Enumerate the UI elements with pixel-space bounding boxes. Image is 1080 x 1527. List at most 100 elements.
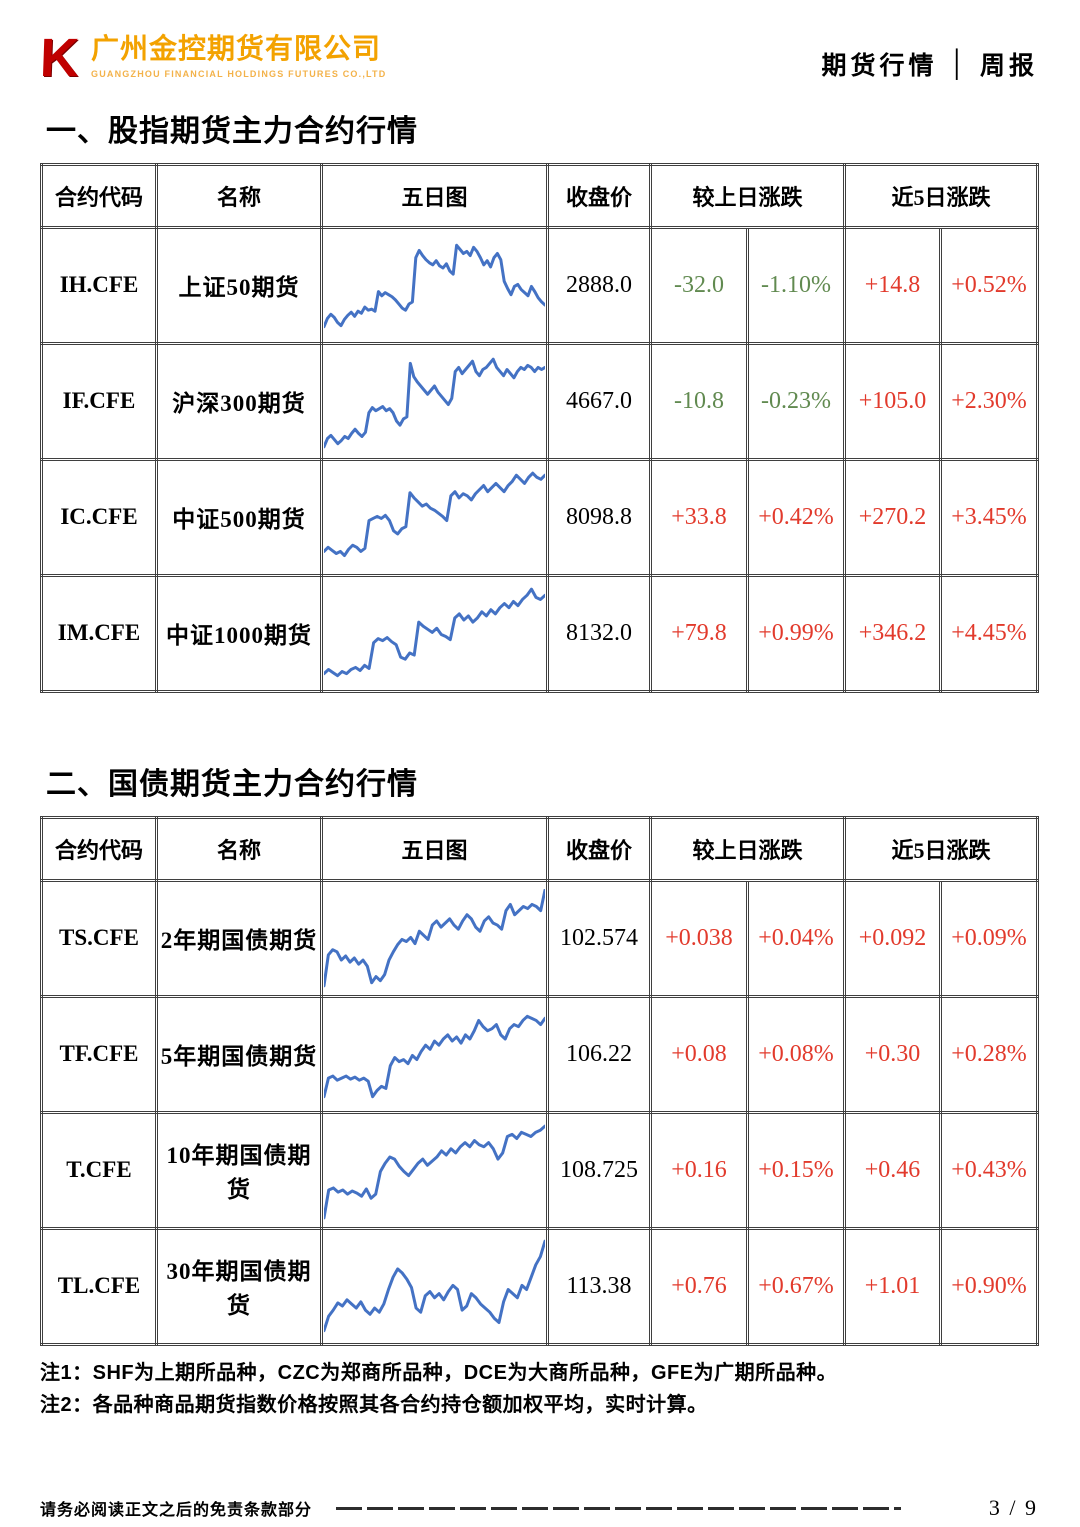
report-frequency: 周报 [979,53,1038,80]
five-day-change-pct: +0.43% [939,1110,1040,1230]
company-logo: K 广州金控期货有限公司 GUANGZHOU FINANCIAL HOLDING… [38,28,387,88]
table-row: T.CFE 10年期国债期货 108.725 +0.16 +0.15% +0.4… [40,1110,1040,1230]
five-day-change-value: +105.0 [843,341,943,461]
five-day-change-pct: +0.90% [939,1226,1040,1346]
sparkline-chart [324,468,545,571]
sparkline-chart [324,584,545,687]
table-row: TL.CFE 30年期国债期货 113.38 +0.76 +0.67% +1.0… [40,1226,1040,1346]
table-row: TS.CFE 2年期国债期货 102.574 +0.038 +0.04% +0.… [40,878,1040,998]
table-row: IM.CFE 中证1000期货 8132.0 +79.8 +0.99% +346… [40,573,1040,693]
five-day-change-pct: +4.45% [939,573,1040,693]
day-change-value: +0.08 [649,994,749,1114]
day-change-pct: -0.23% [745,341,847,461]
day-change-value: +79.8 [649,573,749,693]
contract-name: 2年期国债期货 [155,878,323,998]
footnote-1: 注1：SHF为上期所品种，CZC为郑商所品种，DCE为大商所品种，GFE为广期所… [40,1361,838,1384]
contract-code: T.CFE [40,1110,158,1230]
sparkline-chart [324,889,545,992]
contract-code: TF.CFE [40,994,158,1114]
contract-name: 上证50期货 [155,225,323,345]
five-day-chart-cell [320,1110,549,1230]
five-day-change-value: +14.8 [843,225,943,345]
logo-k-icon: K [38,28,81,88]
close-price: 102.574 [546,878,652,998]
header-row: 合约代码 名称 五日图 收盘价 较上日涨跌 近5日涨跌 [40,162,1040,229]
disclaimer-text: 请务必阅读正文之后的免责条款部分 [40,1502,313,1520]
day-change-pct: +0.15% [745,1110,847,1230]
five-day-chart-cell [320,1226,549,1346]
sparkline-chart [324,1237,545,1340]
company-name-en: GUANGZHOU FINANCIAL HOLDINGS FUTURES CO.… [91,68,387,79]
five-day-change-value: +0.46 [843,1110,943,1230]
section-title-stock-index: 一、股指期货主力合约行情 [46,114,418,148]
col-contract-code: 合约代码 [40,815,158,882]
col-five-day-chart: 五日图 [320,815,549,882]
logo-text: 广州金控期货有限公司 GUANGZHOU FINANCIAL HOLDINGS … [91,33,387,79]
close-price: 2888.0 [546,225,652,345]
five-day-chart-cell [320,994,549,1114]
five-day-chart-cell [320,573,549,693]
treasury-bond-futures-table: 合约代码 名称 五日图 收盘价 较上日涨跌 近5日涨跌 TS.CFE 2年期国债… [40,815,1040,1346]
col-close-price: 收盘价 [546,815,652,882]
day-change-pct: +0.99% [745,573,847,693]
five-day-change-value: +270.2 [843,457,943,577]
sparkline-chart [324,1005,545,1108]
col-close-price: 收盘价 [546,162,652,229]
day-change-pct: +0.42% [745,457,847,577]
five-day-change-value: +0.30 [843,994,943,1114]
five-day-chart-cell [320,341,549,461]
five-day-change-value: +0.092 [843,878,943,998]
contract-code: TL.CFE [40,1226,158,1346]
day-change-value: +33.8 [649,457,749,577]
five-day-chart-cell [320,225,549,345]
close-price: 113.38 [546,1226,652,1346]
five-day-chart-cell [320,878,549,998]
col-five-day-change: 近5日涨跌 [843,162,1040,229]
col-name: 名称 [155,162,323,229]
contract-name: 30年期国债期货 [155,1226,323,1346]
day-change-value: +0.76 [649,1226,749,1346]
col-day-change: 较上日涨跌 [648,815,847,882]
divider-bar: │ [947,49,970,78]
col-day-change: 较上日涨跌 [648,162,847,229]
five-day-change-pct: +0.28% [939,994,1040,1114]
day-change-value: +0.16 [649,1110,749,1230]
five-day-change-value: +346.2 [843,573,943,693]
contract-name: 5年期国债期货 [155,994,323,1114]
five-day-change-pct: +3.45% [939,457,1040,577]
table-header: 合约代码 名称 五日图 收盘价 较上日涨跌 近5日涨跌 [40,815,1040,882]
col-contract-code: 合约代码 [40,162,158,229]
section-title-treasury-bond: 二、国债期货主力合约行情 [46,767,418,801]
contract-code: IF.CFE [40,341,158,461]
table-row: TF.CFE 5年期国债期货 106.22 +0.08 +0.08% +0.30… [40,994,1040,1114]
table-row: IC.CFE 中证500期货 8098.8 +33.8 +0.42% +270.… [40,457,1040,577]
header-row: 合约代码 名称 五日图 收盘价 较上日涨跌 近5日涨跌 [40,815,1040,882]
day-change-pct: +0.04% [745,878,847,998]
company-name-cn: 广州金控期货有限公司 [91,33,382,64]
contract-name: 中证500期货 [155,457,323,577]
day-change-value: +0.038 [649,878,749,998]
contract-name: 10年期国债期货 [155,1110,323,1230]
footnote-2: 注2：各品种商品期货指数价格按照其各合约持仓额加权平均，实时计算。 [40,1394,708,1417]
contract-code: IM.CFE [40,573,158,693]
sparkline-chart [324,1121,545,1224]
five-day-change-pct: +0.09% [939,878,1040,998]
close-price: 8098.8 [546,457,652,577]
table-row: IF.CFE 沪深300期货 4667.0 -10.8 -0.23% +105.… [40,341,1040,461]
col-five-day-chart: 五日图 [320,162,549,229]
page-header: K 广州金控期货有限公司 GUANGZHOU FINANCIAL HOLDING… [38,28,1038,88]
close-price: 4667.0 [546,341,652,461]
day-change-value: -10.8 [649,341,749,461]
close-price: 108.725 [546,1110,652,1230]
five-day-chart-cell [320,457,549,577]
day-change-pct: +0.67% [745,1226,847,1346]
footer-divider-line [336,1506,901,1510]
contract-code: IC.CFE [40,457,158,577]
close-price: 8132.0 [546,573,652,693]
report-category: 期货行情 [821,53,938,80]
page-number: 3 / 9 [988,1495,1038,1521]
contract-code: TS.CFE [40,878,158,998]
five-day-change-pct: +2.30% [939,341,1040,461]
close-price: 106.22 [546,994,652,1114]
